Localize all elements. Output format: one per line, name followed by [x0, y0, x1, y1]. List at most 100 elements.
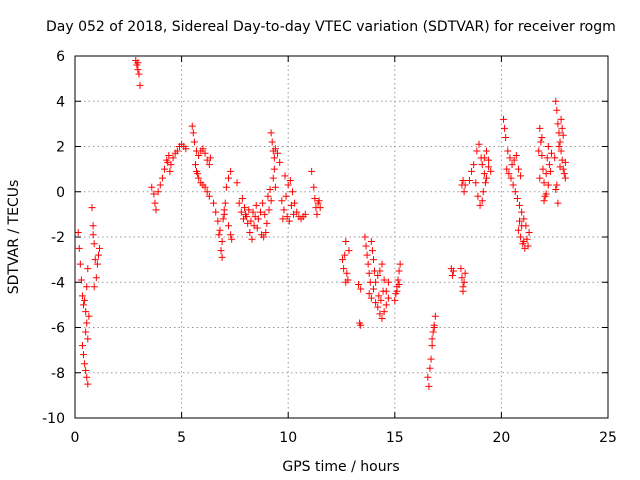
data-point-marker	[545, 161, 553, 169]
data-point-marker	[89, 231, 97, 239]
data-point-marker	[243, 213, 251, 221]
y-axis-title: SDTVAR / TECUs	[6, 180, 22, 295]
data-point-marker	[503, 165, 511, 173]
data-point-marker	[482, 147, 490, 155]
data-point-marker	[557, 147, 565, 155]
data-point-marker	[379, 287, 387, 295]
data-point-marker	[524, 242, 532, 250]
data-point-marker	[262, 228, 270, 236]
data-point-marker	[367, 238, 375, 246]
data-point-marker	[339, 256, 347, 264]
data-point-marker	[427, 355, 435, 363]
data-point-marker	[424, 373, 432, 381]
data-point-marker	[548, 149, 556, 157]
data-point-marker	[252, 201, 260, 209]
data-point-marker	[238, 195, 246, 203]
data-point-marker	[487, 167, 495, 175]
data-point-marker	[88, 204, 96, 212]
data-point-marker	[554, 199, 562, 207]
data-point-marker	[364, 260, 372, 268]
data-point-marker	[556, 163, 564, 171]
x-axis-title: GPS time / hours	[282, 459, 399, 475]
y-tick-label: 4	[56, 94, 65, 110]
data-point-marker	[164, 158, 172, 166]
data-point-marker	[84, 335, 92, 343]
data-point-marker	[233, 179, 241, 187]
data-point-marker	[394, 276, 402, 284]
x-tick-label: 15	[386, 430, 404, 446]
data-point-marker	[378, 260, 386, 268]
data-point-marker	[315, 197, 323, 205]
data-point-marker	[82, 366, 90, 374]
data-point-marker	[286, 176, 294, 184]
data-point-marker	[474, 192, 482, 200]
data-point-marker	[425, 382, 433, 390]
data-point-marker	[284, 181, 292, 189]
data-point-marker	[470, 161, 478, 169]
data-point-marker	[290, 210, 298, 218]
data-point-marker	[485, 163, 493, 171]
x-tick-label: 5	[177, 430, 186, 446]
data-point-marker	[365, 269, 373, 277]
data-point-marker	[220, 206, 228, 214]
data-point-marker	[341, 251, 349, 259]
data-point-marker	[478, 197, 486, 205]
data-point-marker	[482, 174, 490, 182]
data-point-marker	[540, 197, 548, 205]
data-point-marker	[525, 228, 533, 236]
data-point-marker	[459, 287, 467, 295]
data-point-marker	[246, 228, 254, 236]
data-point-marker	[368, 247, 376, 255]
data-point-marker	[313, 210, 321, 218]
data-point-marker	[481, 179, 489, 187]
data-point-marker	[475, 140, 483, 148]
data-point-marker	[553, 106, 561, 114]
data-point-marker	[225, 174, 233, 182]
data-point-marker	[536, 174, 544, 182]
data-point-marker	[274, 149, 282, 157]
data-point-marker	[76, 260, 84, 268]
data-point-marker	[279, 215, 287, 223]
data-point-marker	[93, 260, 101, 268]
data-point-marker	[96, 244, 104, 252]
data-point-marker	[218, 238, 226, 246]
data-point-marker	[355, 281, 363, 289]
data-point-marker	[345, 247, 353, 255]
data-point-marker	[266, 185, 274, 193]
data-point-marker	[82, 308, 90, 316]
data-point-marker	[84, 265, 92, 273]
data-point-marker	[554, 120, 562, 128]
data-point-marker	[561, 174, 569, 182]
data-point-marker	[81, 296, 89, 304]
data-point-marker	[161, 165, 169, 173]
data-point-marker	[480, 154, 488, 162]
data-point-marker	[426, 364, 434, 372]
data-point-marker	[517, 233, 525, 241]
data-point-marker	[342, 238, 350, 246]
data-point-marker	[81, 360, 89, 368]
data-point-marker	[268, 138, 276, 146]
data-point-marker	[557, 115, 565, 123]
data-point-marker	[276, 158, 284, 166]
data-point-marker	[558, 124, 566, 132]
data-point-marker	[78, 292, 86, 300]
data-point-marker	[556, 138, 564, 146]
data-point-marker	[479, 188, 487, 196]
data-point-marker	[369, 256, 377, 264]
data-point-marker	[201, 149, 209, 157]
data-points	[74, 57, 569, 390]
data-point-marker	[214, 217, 222, 225]
data-point-marker	[362, 242, 370, 250]
data-point-marker	[514, 165, 522, 173]
data-point-marker	[536, 124, 544, 132]
data-point-marker	[253, 224, 261, 232]
data-point-marker	[237, 208, 245, 216]
data-point-marker	[205, 192, 213, 200]
data-point-marker	[287, 201, 295, 209]
data-point-marker	[83, 319, 91, 327]
data-point-marker	[468, 167, 476, 175]
data-point-marker	[228, 235, 236, 243]
data-point-marker	[254, 215, 262, 223]
data-point-marker	[259, 199, 267, 207]
data-point-marker	[428, 342, 436, 350]
